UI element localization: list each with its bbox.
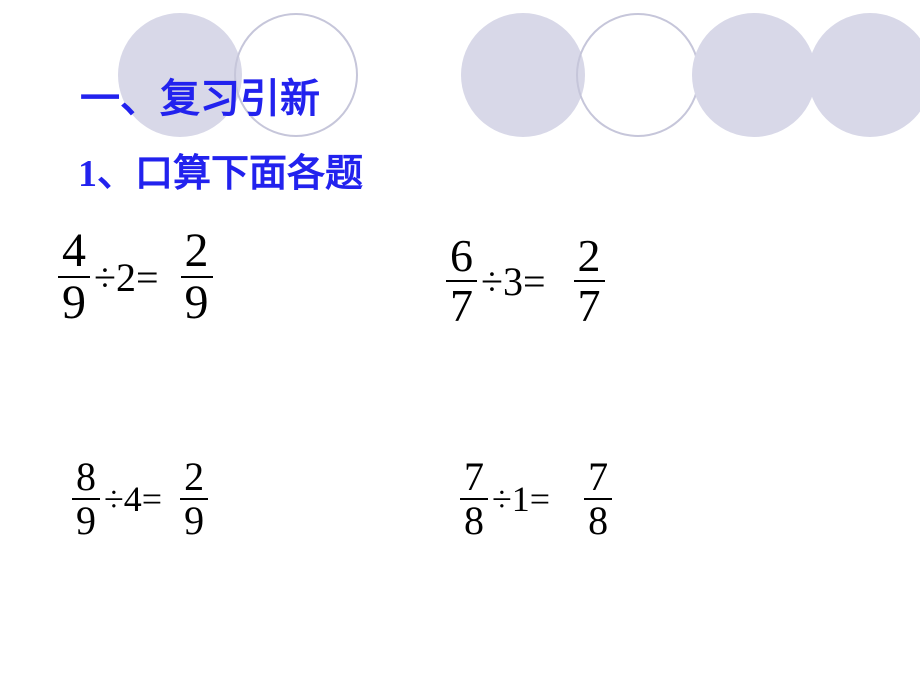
fraction-operand: 6 7 [446,232,477,331]
denominator: 7 [574,282,605,330]
fraction-result: 2 9 [180,456,208,542]
fraction-result: 7 8 [584,456,612,542]
numerator: 6 [446,232,477,280]
operator-text: ÷4= [104,478,162,520]
problem-heading: 1、口算下面各题 [78,142,363,197]
numerator: 2 [181,226,213,276]
numerator: 7 [460,456,488,498]
denominator: 8 [584,500,612,542]
operator-text: ÷2= [94,254,159,301]
equation: 6 7 ÷3= 2 7 [446,232,605,331]
numerator: 2 [574,232,605,280]
deco-circle [808,13,920,137]
denominator: 8 [460,500,488,542]
denominator: 9 [72,500,100,542]
equation: 4 9 ÷2= 2 9 [58,226,213,329]
deco-circle [692,13,816,137]
equation: 8 9 ÷4= 2 9 [72,456,208,542]
fraction-result: 2 9 [181,226,213,329]
denominator: 7 [446,282,477,330]
operator-text: ÷1= [492,478,550,520]
fraction-operand: 8 9 [72,456,100,542]
fraction-result: 2 7 [574,232,605,331]
numerator: 2 [180,456,208,498]
numerator: 8 [72,456,100,498]
deco-circle [461,13,585,137]
deco-circle [576,13,700,137]
numerator: 4 [58,226,90,276]
operator-text: ÷3= [481,258,546,305]
denominator: 9 [181,278,213,328]
fraction-operand: 7 8 [460,456,488,542]
section-heading: 一、复习引新 [80,66,320,124]
equation: 7 8 ÷1= 7 8 [460,456,612,542]
denominator: 9 [180,500,208,542]
numerator: 7 [584,456,612,498]
fraction-operand: 4 9 [58,226,90,329]
denominator: 9 [58,278,90,328]
